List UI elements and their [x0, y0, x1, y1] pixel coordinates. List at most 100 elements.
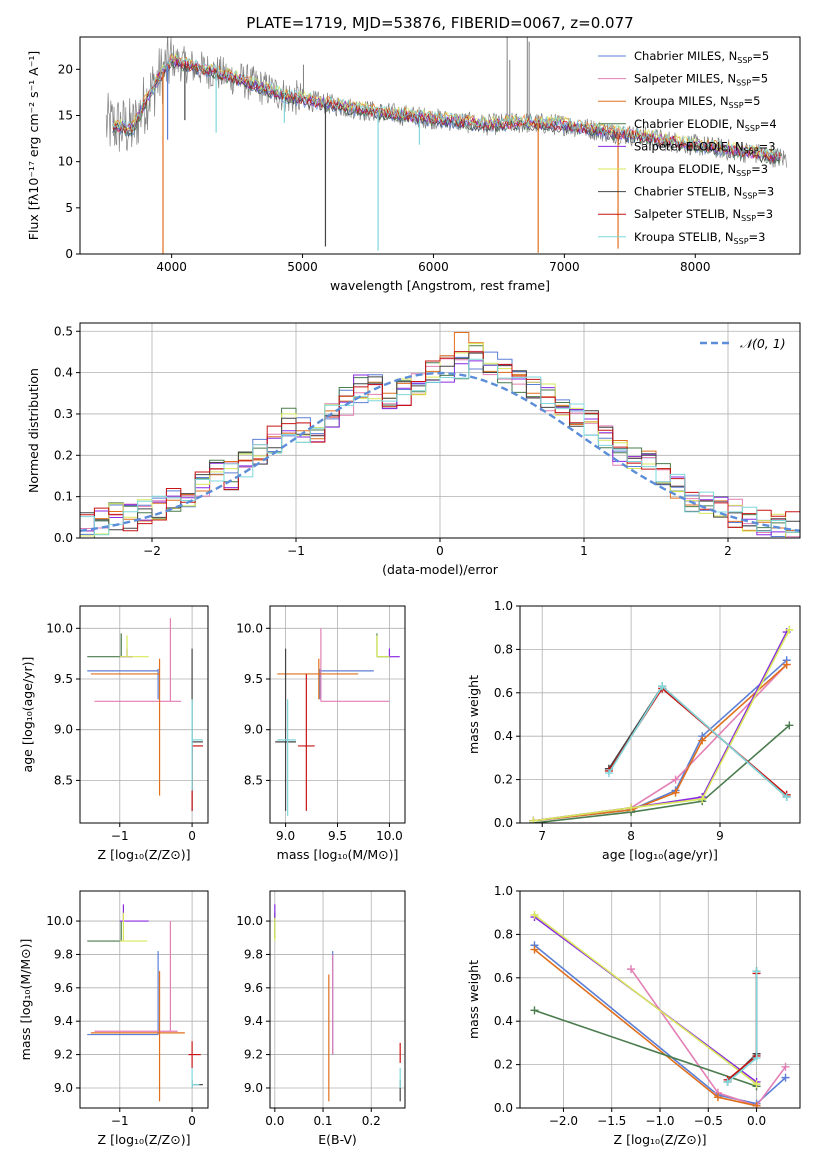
panel-massweight-vs-age: 7 8 9 0.0 0.2 0.4 0.6 0.8 1.0 age [log₁₀(age/yr)]…	[466, 599, 801, 862]
y-tick-label: 9.0	[244, 723, 263, 737]
weight-point	[530, 1006, 539, 1015]
weight-point	[604, 769, 613, 778]
y-tick-label: 9.8	[54, 947, 73, 961]
x-axis-label: Z [log₁₀(Z/Z⊙)]	[98, 847, 191, 862]
weight-point	[752, 1054, 761, 1063]
x-tick-label: 2	[724, 544, 732, 558]
x-tick-label: 0	[188, 829, 196, 843]
weight-series	[630, 968, 787, 1107]
x-axis-label: Z [log₁₀(Z/Z⊙)]	[98, 1132, 191, 1147]
plot-area	[274, 904, 401, 1102]
y-tick-label: 0.8	[494, 927, 513, 941]
legend-label: Kroupa ELODIE, NSSP=3	[634, 162, 768, 178]
axes-frame	[79, 890, 209, 1109]
y-axis-label: mass weight	[466, 960, 481, 1039]
panel-mass-vs-EBV: 0.0 0.1 0.2 9.0 9.2 9.4 9.6 9.8 10.0 E(B-V)	[236, 890, 406, 1147]
weight-point	[752, 967, 761, 976]
weight-point	[698, 736, 707, 745]
panel-residual-histogram: −2 −1 0 1 2 0.0 0.1 0.2 0.3 0.4 0.5 (data-model)/er…	[26, 322, 801, 577]
x-tick-label: 9.0	[276, 829, 295, 843]
y-tick-label: 15	[58, 108, 73, 122]
x-tick-label: 7000	[549, 260, 580, 274]
x-tick-label: 0	[436, 544, 444, 558]
plot-area	[105, 37, 788, 254]
y-tick-label: 0.0	[494, 1101, 513, 1115]
y-tick-label: 9.2	[54, 1048, 73, 1062]
x-axis-label: E(B-V)	[318, 1132, 357, 1147]
model-spectrum	[112, 60, 781, 166]
y-tick-label: 0.5	[54, 324, 73, 338]
axes-frame	[519, 605, 801, 824]
weight-point	[723, 1077, 732, 1086]
weight-series	[608, 685, 788, 798]
legend-label: Chabrier MILES, NSSP=5	[634, 49, 769, 65]
y-tick-label: 0	[65, 247, 73, 261]
legend-label: Chabrier STELIB, NSSP=3	[634, 185, 774, 201]
y-tick-label: 0.2	[54, 448, 73, 462]
x-tick-label: 9	[716, 829, 724, 843]
weight-series	[534, 1009, 757, 1088]
y-tick-label: 1.0	[494, 599, 513, 613]
x-tick-label: −1	[287, 544, 305, 558]
legend-label: 𝒩(0, 1)	[740, 336, 786, 351]
y-axis-label: mass weight	[466, 675, 481, 754]
y-tick-label: 0.1	[54, 490, 73, 504]
y-axis-label: Normed distribution	[26, 368, 41, 493]
panel-age-vs-mass: 9.0 9.5 10.0 8.5 9.0 9.5 10.0 mass [log₁₀(M/M⊙)…	[236, 605, 406, 862]
legend-label: Salpeter STELIB, NSSP=3	[634, 207, 773, 223]
model-spectrum	[112, 54, 781, 161]
y-tick-label: 0.4	[494, 729, 513, 743]
weight-series	[533, 629, 791, 822]
spectrum-legend: Chabrier MILES, NSSP=5 Salpeter MILES, NS…	[598, 49, 777, 246]
y-tick-label: 10.0	[236, 621, 263, 635]
x-tick-label: 5000	[287, 260, 318, 274]
weight-series	[533, 659, 788, 822]
panel-spectrum: 4000 5000 6000 7000 8000 0 5 10 15 20 wavelength […	[26, 36, 801, 293]
x-axis-label: (data-model)/error	[382, 562, 499, 577]
y-tick-label: 9.0	[54, 723, 73, 737]
y-tick-label: 9.4	[244, 1014, 263, 1028]
x-axis-label: Z [log₁₀(Z/Z⊙)]	[614, 1132, 707, 1147]
axes-frame	[79, 605, 209, 824]
weight-point	[627, 965, 636, 974]
y-tick-label: 10.0	[46, 621, 73, 635]
y-tick-label: 0.2	[494, 773, 513, 787]
y-tick-label: 0.6	[494, 971, 513, 985]
y-tick-label: 10.0	[46, 914, 73, 928]
y-axis-label: mass [log₁₀(M/M⊙)]	[18, 939, 33, 1061]
x-tick-label: 4000	[156, 260, 187, 274]
x-tick-label: 8000	[680, 260, 711, 274]
y-tick-label: 0.6	[494, 686, 513, 700]
x-tick-label: −1	[111, 1114, 129, 1128]
normal-curve	[80, 371, 800, 532]
y-tick-label: 9.0	[244, 1081, 263, 1095]
y-tick-label: 0.4	[494, 1014, 513, 1028]
y-tick-label: 0.0	[54, 531, 73, 545]
y-tick-label: 0.8	[494, 642, 513, 656]
weight-point	[785, 721, 794, 730]
x-tick-label: −2	[143, 544, 161, 558]
legend-label: Salpeter MILES, NSSP=5	[634, 72, 768, 88]
legend-label: Kroupa STELIB, NSSP=3	[634, 230, 765, 246]
axes-frame	[269, 890, 406, 1109]
plot-area	[529, 625, 794, 823]
y-tick-label: 8.5	[244, 773, 263, 787]
weight-point	[781, 1073, 790, 1082]
plot-area	[87, 904, 203, 1102]
weight-point	[781, 1062, 790, 1071]
y-tick-label: 9.6	[54, 981, 73, 995]
x-tick-label: 6000	[418, 260, 449, 274]
x-tick-label: −0.5	[694, 1114, 723, 1128]
x-tick-label: 8	[627, 829, 635, 843]
y-tick-label: 0.4	[54, 366, 73, 380]
weight-point	[627, 803, 636, 812]
weight-series	[533, 631, 788, 822]
plot-area	[80, 332, 800, 538]
panel-age-vs-Z: −1 0 8.5 9.0 9.5 10.0 Z [log₁₀(Z/Z⊙)] age [log₁…	[20, 605, 209, 862]
weight-series	[533, 724, 790, 823]
y-tick-label: 8.5	[54, 773, 73, 787]
y-tick-label: 0.2	[494, 1058, 513, 1072]
figure-title: PLATE=1719, MJD=53876, FIBERID=0067, z=0…	[246, 14, 633, 32]
x-tick-label: 0	[188, 1114, 196, 1128]
x-tick-label: 7	[538, 829, 546, 843]
